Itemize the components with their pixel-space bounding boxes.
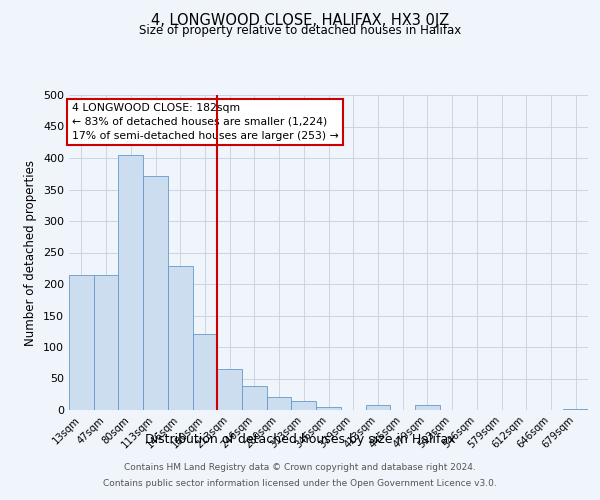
Text: Size of property relative to detached houses in Halifax: Size of property relative to detached ho… xyxy=(139,24,461,37)
Bar xyxy=(415,405,440,410)
Bar xyxy=(118,155,143,410)
Bar xyxy=(69,274,94,410)
Bar xyxy=(365,405,390,410)
Bar xyxy=(94,274,118,410)
Bar xyxy=(316,407,341,410)
Bar xyxy=(217,369,242,410)
Bar xyxy=(143,176,168,410)
Bar xyxy=(563,408,588,410)
Text: Contains public sector information licensed under the Open Government Licence v3: Contains public sector information licen… xyxy=(103,478,497,488)
Bar xyxy=(193,334,217,410)
Y-axis label: Number of detached properties: Number of detached properties xyxy=(25,160,37,346)
Text: Contains HM Land Registry data © Crown copyright and database right 2024.: Contains HM Land Registry data © Crown c… xyxy=(124,464,476,472)
Text: 4, LONGWOOD CLOSE, HALIFAX, HX3 0JZ: 4, LONGWOOD CLOSE, HALIFAX, HX3 0JZ xyxy=(151,12,449,28)
Text: 4 LONGWOOD CLOSE: 182sqm
← 83% of detached houses are smaller (1,224)
17% of sem: 4 LONGWOOD CLOSE: 182sqm ← 83% of detach… xyxy=(71,103,338,141)
Bar xyxy=(267,398,292,410)
Bar xyxy=(242,386,267,410)
Text: Distribution of detached houses by size in Halifax: Distribution of detached houses by size … xyxy=(145,432,455,446)
Bar xyxy=(292,401,316,410)
Bar xyxy=(168,266,193,410)
